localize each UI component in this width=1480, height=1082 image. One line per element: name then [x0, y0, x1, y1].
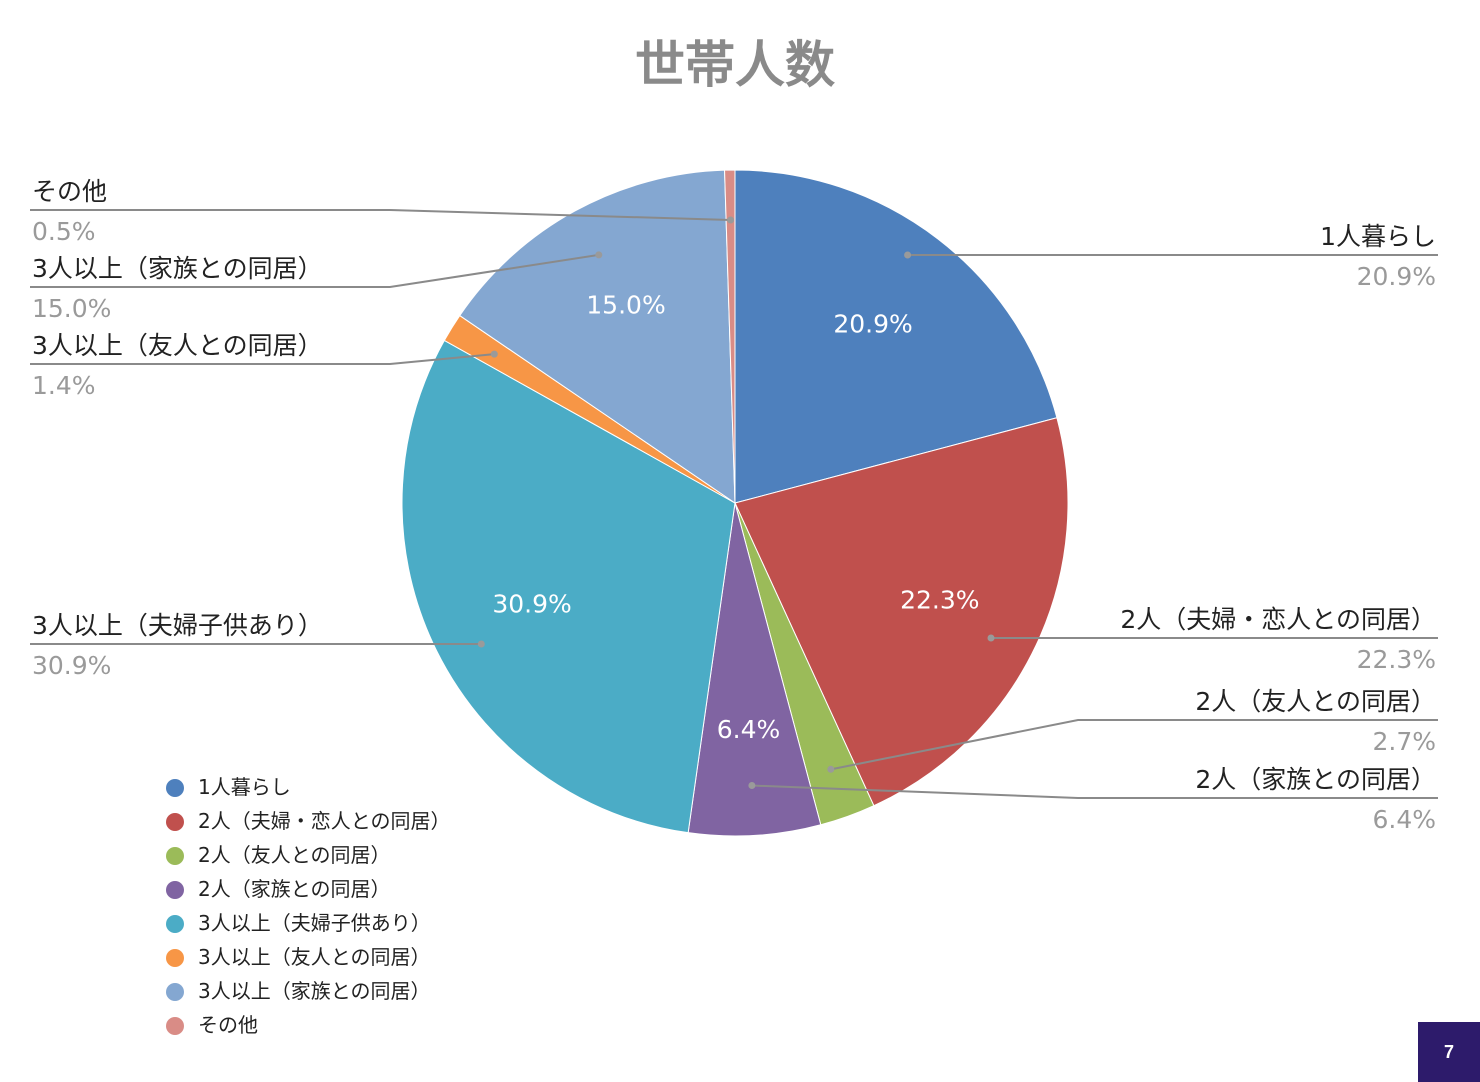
legend-item-category-3: 2人（友人との同居）	[166, 843, 391, 867]
callout-category-8: その他 0.5%	[30, 177, 735, 246]
callout-anchor-dot	[477, 640, 485, 648]
legend-swatch	[166, 779, 184, 797]
callout-leader-line	[830, 719, 1438, 771]
legend-label: 2人（夫婦・恋人との同居）	[198, 809, 451, 833]
slice-value-label-category-1: 20.9%	[833, 310, 912, 339]
slice-labels: 20.9% 22.3% 6.4% 30.9% 15.0%	[492, 291, 979, 745]
slice-value-label-category-2: 22.3%	[900, 586, 979, 615]
callout-category-7: 3人以上（家族との同居） 15.0%	[30, 251, 603, 323]
legend-swatch	[166, 847, 184, 865]
callout-value-label: 15.0%	[32, 294, 111, 323]
pie-slice-category-8	[724, 169, 736, 504]
callout-value-label: 20.9%	[1357, 262, 1436, 291]
callout-leader-line	[30, 253, 599, 288]
callout-category-3: 2人（友人との同居） 2.7%	[827, 687, 1438, 773]
callout-value-label: 1.4%	[32, 371, 96, 400]
chart-title: 世帯人数	[635, 36, 835, 94]
callout-value-label: 2.7%	[1372, 727, 1436, 756]
legend-label: 2人（友人との同居）	[198, 843, 391, 867]
pie-slices	[401, 169, 1069, 837]
callout-value-label: 22.3%	[1357, 645, 1436, 674]
slice-value-label-category-5: 30.9%	[492, 590, 571, 619]
callout-leader-line	[751, 784, 1438, 799]
callout-value-label: 0.5%	[32, 217, 96, 246]
slice-value-label-category-4: 6.4%	[717, 715, 781, 744]
callout-name-label: 3人以上（友人との同居）	[32, 331, 323, 360]
legend-item-category-5: 3人以上（夫婦子供あり）	[166, 911, 431, 935]
legend-swatch	[166, 1017, 184, 1035]
callout-category-2: 2人（夫婦・恋人との同居） 22.3%	[987, 605, 1438, 674]
legend-item-category-7: 3人以上（家族との同居）	[166, 979, 431, 1003]
callout-anchor-dot	[490, 350, 498, 358]
legend-item-category-8: その他	[166, 1013, 258, 1037]
pie-slice-category-2	[734, 417, 1069, 807]
callout-anchor-dot	[904, 251, 912, 259]
callout-name-label: その他	[32, 177, 107, 206]
legend-swatch	[166, 813, 184, 831]
legend: 1人暮らし 2人（夫婦・恋人との同居） 2人（友人との同居） 2人（家族との同居） 3人…	[166, 775, 451, 1037]
callout-name-label: 3人以上（夫婦子供あり）	[32, 611, 323, 640]
callout-anchor-dot	[827, 765, 835, 773]
legend-label: 3人以上（家族との同居）	[198, 979, 431, 1003]
legend-label: その他	[198, 1013, 258, 1037]
callout-anchor-dot	[987, 634, 995, 642]
legend-label: 1人暮らし	[198, 775, 291, 799]
callout-category-6: 3人以上（友人との同居） 1.4%	[30, 331, 498, 400]
pie-slice-category-1	[734, 169, 1058, 504]
callout-leader-line	[30, 353, 495, 365]
callout-name-label: 2人（家族との同居）	[1195, 765, 1436, 794]
legend-label: 2人（家族との同居）	[198, 877, 391, 901]
legend-swatch	[166, 983, 184, 1001]
legend-swatch	[166, 881, 184, 899]
callout-anchor-dot	[727, 216, 735, 224]
callout-leader-line	[30, 209, 731, 221]
pie-slice-category-5	[401, 339, 736, 834]
legend-item-category-1: 1人暮らし	[166, 775, 291, 799]
legend-label: 3人以上（友人との同居）	[198, 945, 431, 969]
callout-category-5: 3人以上（夫婦子供あり） 30.9%	[30, 611, 485, 680]
legend-item-category-4: 2人（家族との同居）	[166, 877, 391, 901]
callout-anchor-dot	[748, 782, 756, 789]
callouts: 1人暮らし 20.9% 2人（夫婦・恋人との同居） 22.3% 2人（友人との同居） 2.…	[30, 177, 1438, 834]
legend-swatch	[166, 949, 184, 967]
callout-category-1: 1人暮らし 20.9%	[904, 222, 1438, 291]
legend-swatch	[166, 915, 184, 933]
slice-value-label-category-7: 15.0%	[586, 291, 665, 320]
callout-value-label: 6.4%	[1372, 805, 1436, 834]
legend-item-category-6: 3人以上（友人との同居）	[166, 945, 431, 969]
page-number: 7	[1418, 1022, 1480, 1082]
callout-name-label: 3人以上（家族との同居）	[32, 254, 323, 283]
callout-anchor-dot	[595, 251, 603, 259]
callout-name-label: 2人（友人との同居）	[1195, 687, 1436, 716]
pie-slice-category-4	[687, 502, 822, 837]
callout-category-4: 2人（家族との同居） 6.4%	[748, 765, 1438, 834]
callout-value-label: 30.9%	[32, 651, 111, 680]
callout-name-label: 2人（夫婦・恋人との同居）	[1120, 605, 1436, 634]
legend-label: 3人以上（夫婦子供あり）	[198, 911, 431, 935]
callout-name-label: 1人暮らし	[1320, 222, 1436, 251]
pie-slice-category-7	[459, 169, 736, 504]
legend-item-category-2: 2人（夫婦・恋人との同居）	[166, 809, 451, 833]
